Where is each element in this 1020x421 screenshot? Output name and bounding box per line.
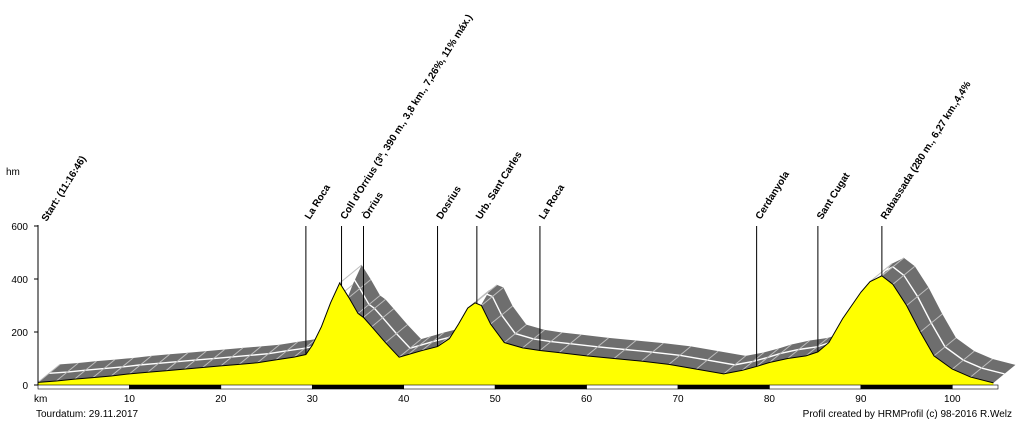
x-tick-label: 60 (581, 394, 593, 405)
tour-date: Tourdatum: 29.11.2017 (36, 409, 139, 420)
shadow-hatch (613, 340, 637, 359)
shadow-hatch (92, 359, 116, 378)
shadow-hatch (363, 299, 386, 318)
x-axis-segment (769, 384, 862, 390)
shadow-hatch (951, 350, 975, 370)
y-tick-label: 400 (11, 275, 28, 286)
x-axis-segment (586, 384, 679, 390)
profile-line (37, 275, 994, 384)
shadow-hatch (695, 350, 719, 370)
shadow-hatch (147, 353, 171, 373)
shadow-hatch (339, 264, 363, 284)
shadow-hatch (110, 357, 134, 377)
waypoint-label: Dosrius (435, 184, 464, 222)
x-axis-segment (677, 384, 770, 390)
x-axis-segment (220, 384, 313, 390)
shadow-hatch (257, 344, 280, 364)
x-tick-label: 20 (215, 394, 227, 405)
shadow-hatch (385, 324, 408, 343)
shadow-hatch (723, 355, 747, 375)
shadow-hatch (881, 257, 905, 277)
shadow-hatch (275, 341, 299, 361)
waypoint-label: La Roca (303, 182, 333, 221)
shadow-hatch (238, 345, 262, 365)
shadow-hatch (293, 338, 317, 358)
y-tick-label: 0 (22, 381, 28, 392)
shadow-hatch (474, 284, 498, 304)
x-axis-segment (403, 384, 496, 390)
x-axis-segment (860, 384, 953, 390)
shadow-hatch (220, 347, 244, 367)
x-tick-label: 30 (307, 394, 319, 405)
shadow-hatch (869, 263, 893, 283)
shadow-hatch (129, 355, 152, 375)
shadow-hatch (933, 337, 957, 357)
shadow-hatch (741, 352, 765, 371)
shadow-hatch (398, 338, 422, 358)
shadow-hatch (348, 279, 372, 298)
x-tick-label: 40 (398, 394, 410, 405)
profile-fill-layer (37, 275, 994, 385)
x-axis-segment (494, 384, 587, 390)
shadow-hatch (490, 305, 513, 325)
shadow-hatch (481, 287, 504, 306)
profile-area (38, 275, 994, 385)
x-tick-label: 100 (944, 394, 961, 405)
y-tick-label: 200 (11, 328, 28, 339)
shadow-hatch (74, 360, 97, 380)
x-axis-segment (129, 384, 222, 390)
shadow-hatch (202, 349, 225, 368)
shadow-hatch (37, 363, 61, 383)
x-axis-segment (311, 384, 405, 390)
shadow-hatch (421, 332, 445, 351)
shadow-hatch (641, 342, 664, 362)
shadow-hatch (55, 362, 79, 382)
waypoint-label: Start: (11:16:46) (40, 154, 89, 223)
waypoint-label: La Roca (537, 182, 567, 221)
waypoint-label: Sant Cugat (815, 170, 853, 221)
y-axis-unit: hm (6, 167, 20, 178)
profile-credit: Profil created by HRMProfil (c) 98-2016 … (803, 409, 1012, 420)
shadow-hatch (919, 313, 943, 333)
shadow-hatch (183, 350, 207, 370)
shadow-hatch (371, 308, 395, 328)
axes: 10 20 30 40 50 60 70 80 90 100 0 200 400 600 (11, 222, 999, 405)
x-tick-label: 80 (764, 394, 776, 405)
shadow-hatch (558, 334, 582, 354)
shadow-hatch (769, 344, 792, 363)
x-tick-label: 70 (672, 394, 684, 405)
shadow-hatch (503, 324, 527, 343)
x-axis-unit: km (34, 394, 47, 405)
x-tick-label: 10 (124, 394, 136, 405)
shadow-hatch (407, 336, 431, 355)
shadow-hatch (805, 337, 829, 357)
profile-3d-shadow (37, 257, 1016, 383)
shadow-hatch (539, 332, 563, 351)
shadow-hatch (756, 348, 779, 367)
shadow-hatch (970, 358, 993, 378)
x-axis-segment (951, 384, 999, 390)
shadow-hatch (522, 329, 545, 349)
waypoint-label: Urb. Sant Carles (474, 149, 525, 221)
x-tick-label: 90 (855, 394, 867, 405)
x-axis-segment (37, 384, 130, 390)
shadow-hatch (668, 345, 692, 365)
shadow-hatch (906, 287, 929, 306)
shadow-hatch (357, 295, 381, 314)
shadow-hatch (892, 265, 916, 285)
y-tick-label: 600 (11, 222, 28, 233)
waypoint-label: Cerdanyola (754, 169, 792, 221)
x-tick-label: 50 (490, 394, 502, 405)
shadow-hatch (787, 340, 811, 359)
shadow-hatch (165, 352, 189, 372)
waypoint-label: Rabassada (280 m., 6,27 km.,4,4% (879, 79, 974, 221)
shadow-hatch (586, 337, 609, 357)
